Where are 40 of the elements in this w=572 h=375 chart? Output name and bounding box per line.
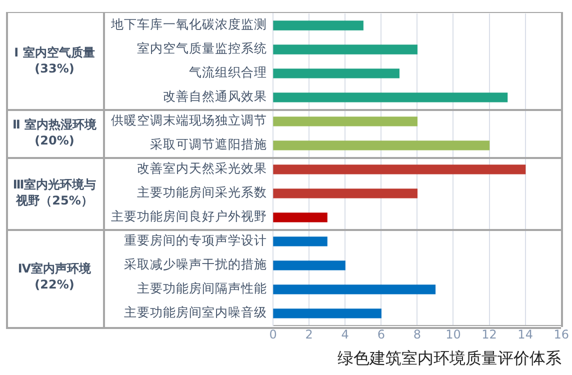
bar <box>273 188 418 198</box>
x-axis-title: 绿色建筑室内环境质量评价体系 <box>337 348 562 368</box>
bar <box>273 116 418 126</box>
bar <box>273 140 490 150</box>
text: Ⅳ室内声环境(22%) <box>18 262 92 292</box>
y-tick-label: 主要功能房间室内噪音级 <box>124 304 267 320</box>
y-tick-label: 室内空气质量监控系统 <box>137 40 267 56</box>
y-tick-label: 地下车库一氧化碳浓度监测 <box>110 16 267 32</box>
bar <box>273 92 508 102</box>
bar <box>273 284 436 294</box>
x-tick-label: 6 <box>377 328 385 342</box>
x-tick-label: 4 <box>341 328 349 342</box>
bar <box>273 68 400 78</box>
y-tick-label: 重要房间的专项声学设计 <box>124 232 267 248</box>
y-tick-label: 供暖空调末端现场独立调节 <box>111 112 267 128</box>
y-tick-label: 主要功能房间采光系数 <box>137 184 267 200</box>
y-tick-label: 改善室内天然采光效果 <box>137 160 267 176</box>
y-tick-label: 改善自然通风效果 <box>163 88 267 104</box>
bar <box>273 212 328 222</box>
y-tick-label: 气流组织合理 <box>189 64 267 80</box>
x-tick-label: 14 <box>518 328 533 342</box>
x-tick-label: 0 <box>269 328 277 342</box>
x-tick-label: 12 <box>482 328 497 342</box>
bar <box>273 308 382 318</box>
y-tick-label: 主要功能房间隔声性能 <box>137 280 267 296</box>
text: Ⅱ 室内热湿环境(20%) <box>12 118 98 148</box>
y-tick-label: 采取减少噪声干扰的措施 <box>124 256 267 272</box>
text: Ⅲ室内光环境与视野（25%） <box>12 178 96 208</box>
bar <box>273 236 328 246</box>
bar <box>273 20 364 30</box>
x-tick-label: 8 <box>413 328 422 342</box>
bar <box>273 260 346 270</box>
x-tick-label: 2 <box>305 328 313 342</box>
bar <box>273 44 418 54</box>
x-tick-label: 10 <box>446 328 461 342</box>
x-tick-label: 16 <box>554 328 570 342</box>
y-tick-label: 采取可调节遮阳措施 <box>150 136 267 152</box>
text: Ⅰ 室内空气质量(33%) <box>14 46 95 76</box>
bar <box>273 164 526 174</box>
y-tick-label: 主要功能房间良好户外视野 <box>111 208 267 224</box>
